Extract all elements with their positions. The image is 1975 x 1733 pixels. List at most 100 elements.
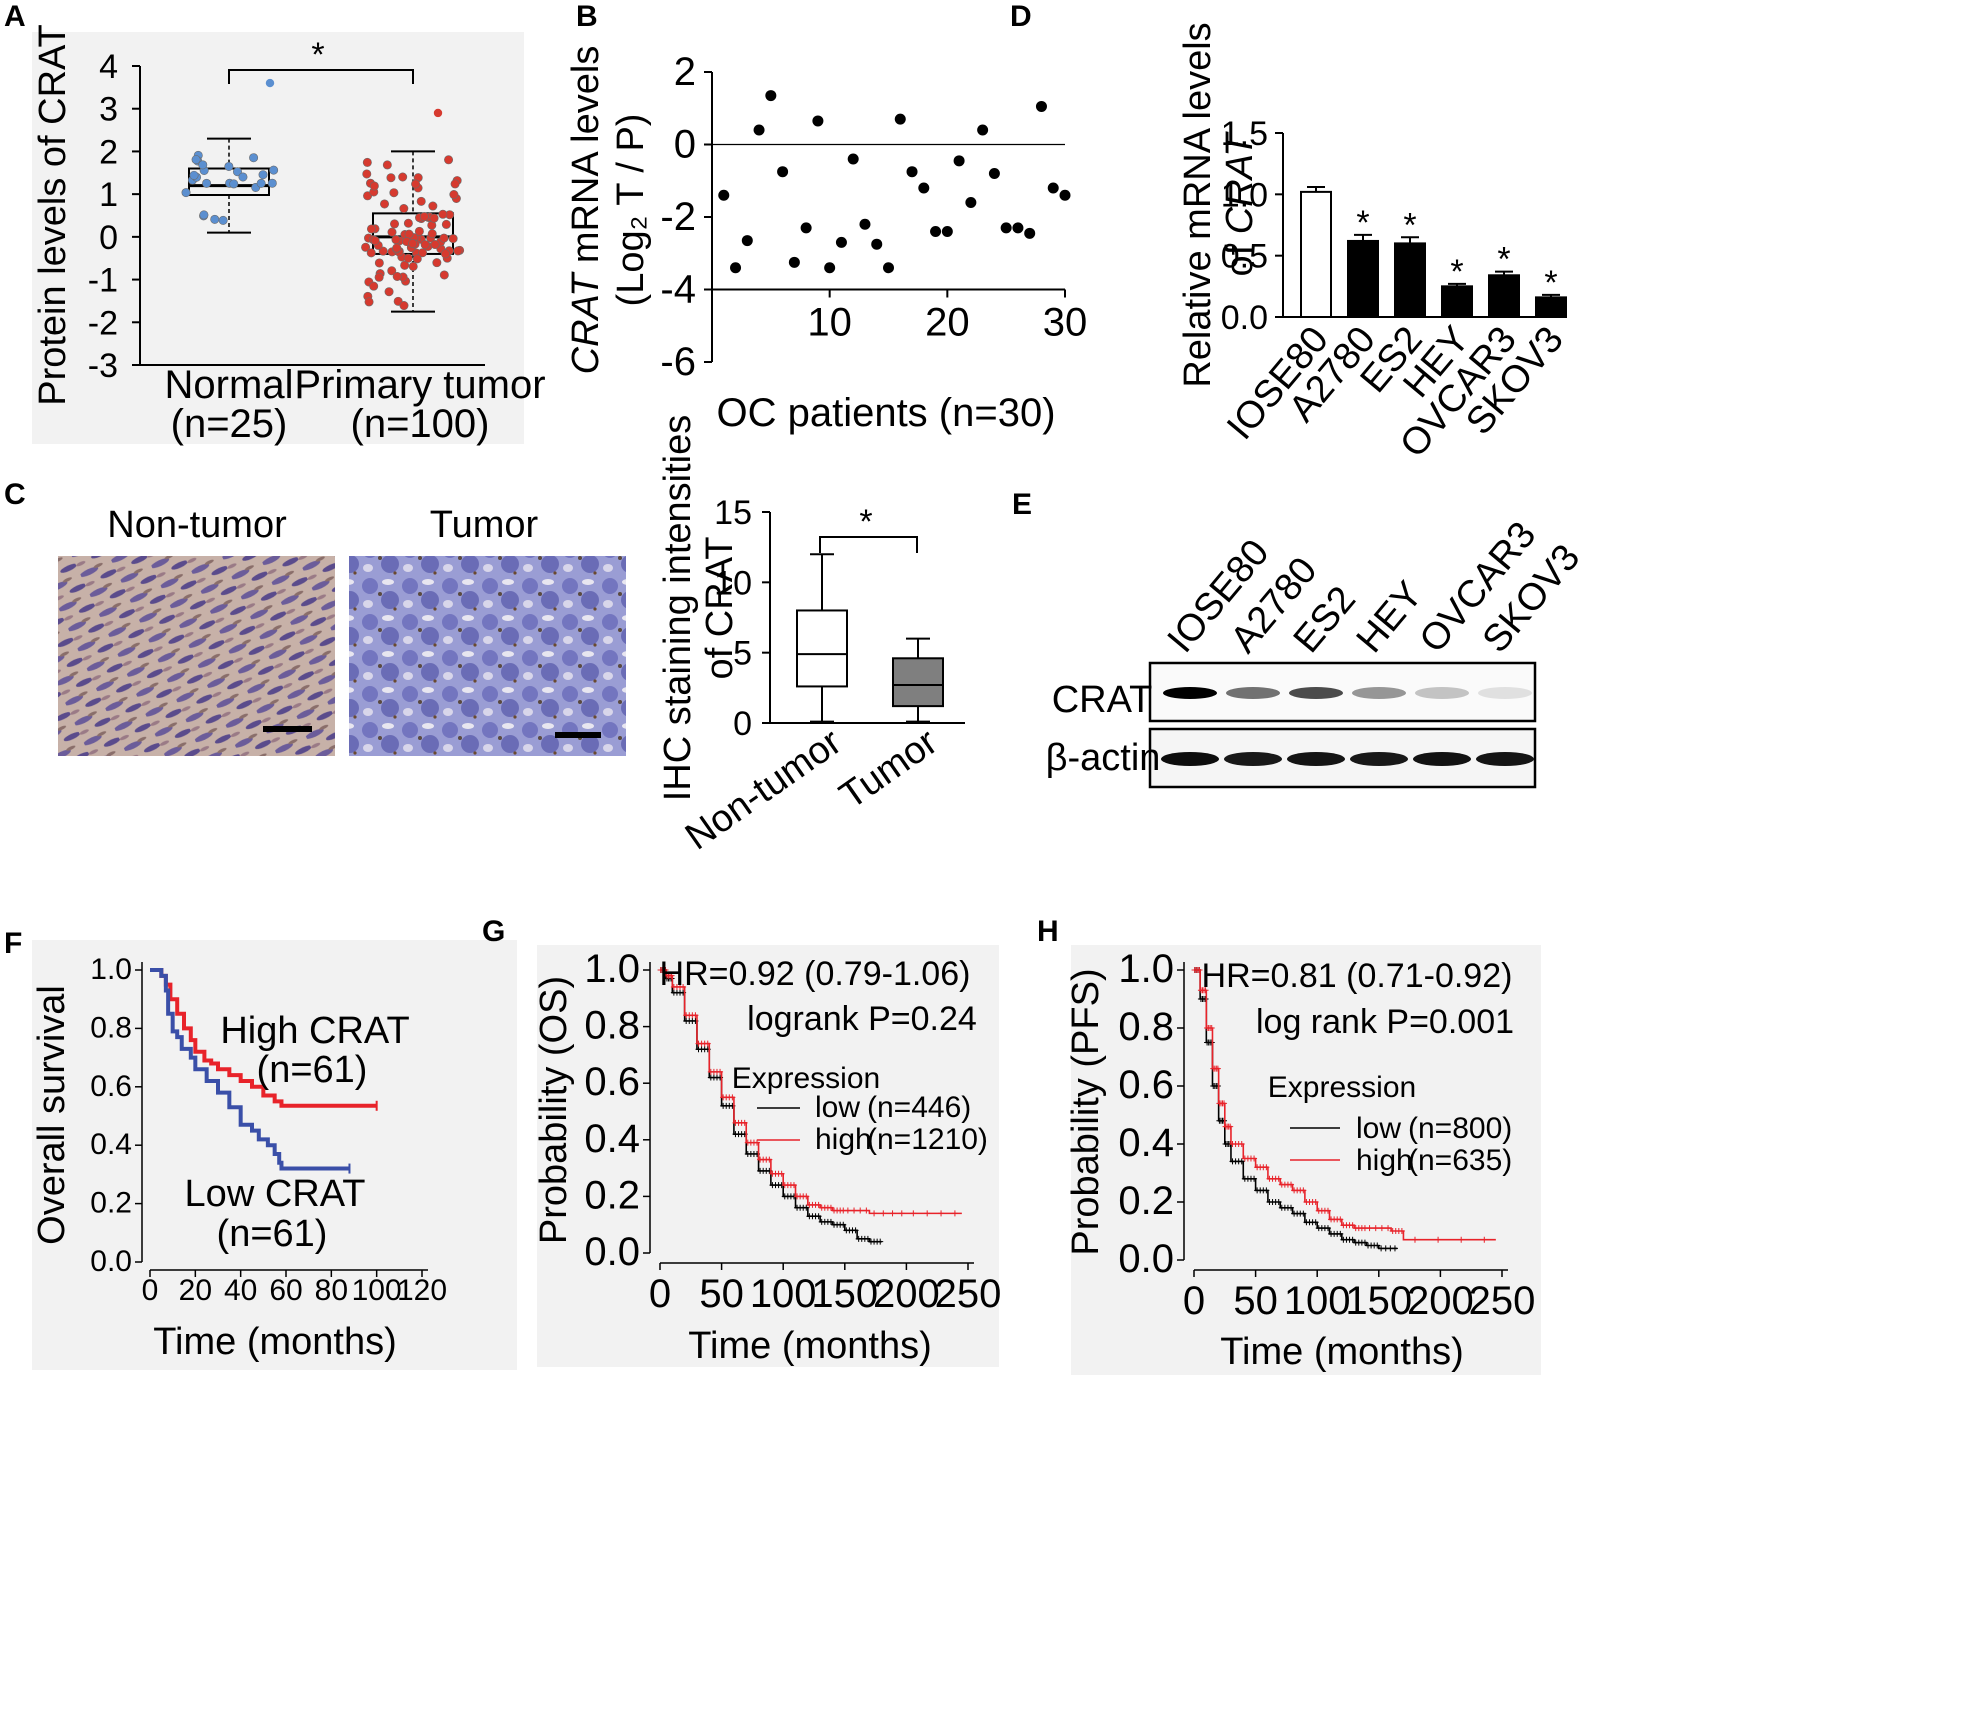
panel-g-ytick-label-0: 1.0 [584, 947, 640, 991]
panel-a-point-1-21 [403, 218, 413, 228]
panel-b-point-11 [847, 153, 859, 165]
panel-a-count-normal: (n=25) [171, 402, 288, 446]
panel-b-point-2 [741, 235, 753, 247]
panel-g-label: G [482, 915, 505, 948]
panel-g-ytick-label-4: 0.2 [584, 1173, 640, 1217]
panel-h-censor-1-1-3 [1196, 967, 1203, 973]
panel-b-point-1 [730, 262, 742, 274]
panel-a-point-1-73 [403, 253, 413, 263]
panel-a-point-1-99 [370, 236, 380, 246]
panel-h-ytick-label-3: 0.4 [1118, 1121, 1174, 1165]
panel-g-censor-1-10-3 [766, 1156, 773, 1163]
panel-g-censor-1-12-3 [790, 1182, 797, 1189]
panel-a-point-1-25 [378, 246, 388, 256]
panel-a-ytick-label-3: 1 [99, 176, 118, 214]
panel-a-point-0-8 [267, 178, 277, 188]
panel-g-censor-1-7-3 [729, 1094, 736, 1101]
panel-h-p: log rank P=0.001 [1256, 1003, 1514, 1041]
panel-g-censor-1-19-1 [924, 1210, 931, 1217]
panel-a-point-1-60 [400, 260, 410, 270]
panel-c-box-0 [796, 609, 848, 688]
panel-a-point-0-7 [269, 165, 279, 175]
panel-a-point-1-95 [408, 239, 418, 249]
panel-a-point-1-35 [453, 246, 463, 256]
panel-a-y-ticks: 4 3 2 1 0 -1 -2 -3 [88, 48, 140, 385]
panel-a-point-1-91 [389, 188, 399, 198]
panel-a-point-1-45 [390, 219, 400, 229]
panel-g-censor-1-6-3 [717, 1068, 724, 1075]
panel-a-ylabel: Protein levels of CRAT [32, 24, 74, 406]
panel-h-legend-low-name: low [1356, 1112, 1401, 1145]
panel-h-censor-1-10-3 [1275, 1175, 1282, 1182]
panel-a-point-0-22 [202, 178, 212, 188]
panel-d-sig-1: * [1356, 204, 1369, 242]
panel-h-legend-title: Expression [1268, 1071, 1416, 1104]
panel-g-censor-0-14-3 [815, 1213, 822, 1220]
panel-g-ytick-label-1: 0.8 [584, 1004, 640, 1048]
panel-h-censor-1-8-3 [1251, 1155, 1258, 1162]
panel-b-point-29 [1059, 189, 1071, 201]
panel-a-point-1-70 [411, 179, 421, 189]
panel-h-censor-0-15-3 [1337, 1230, 1344, 1237]
panel-a-point-1-77 [438, 209, 448, 219]
panel-f-ytick-label-0: 1.0 [90, 953, 132, 986]
panel-b-point-27 [1035, 100, 1047, 112]
panel-a-cat-tumor: Primary tumor [294, 363, 545, 407]
panel-h-censor-0-7-3 [1238, 1158, 1245, 1165]
panel-h-censor-1-18-2 [1378, 1225, 1385, 1232]
panel-g-censor-0-19-3 [877, 1238, 884, 1245]
panel-b-point-20 [953, 155, 965, 167]
panel-a-point-1-89 [362, 157, 372, 167]
panel-c-xtick-label-1: Tumor [832, 721, 945, 818]
panel-a-point-1-19 [399, 204, 409, 214]
panel-a-point-1-36 [398, 172, 408, 182]
panel-b-ytick-label-3: -4 [660, 268, 696, 312]
panel-a-point-1-53 [399, 301, 409, 311]
panel-g-legend-low-n: (n=446) [867, 1091, 971, 1124]
panel-g-censor-0-16-3 [840, 1221, 847, 1228]
panel-a-point-1-74 [369, 281, 379, 291]
panel-h-censor-0-14-3 [1324, 1225, 1331, 1232]
panel-a-point-1-86 [444, 155, 454, 165]
panel-b-ytick-label-4: -6 [660, 340, 696, 384]
panel-d-bar-2 [1394, 242, 1426, 318]
panel-f-xtick-label-5: 100 [352, 1274, 402, 1307]
panel-d-ylabel: Relative mRNA levels [1177, 22, 1219, 387]
panel-g-ytick-label-5: 0.0 [584, 1230, 640, 1274]
panel-a-point-1-90 [366, 224, 376, 234]
panel-g-p: logrank P=0.24 [747, 1000, 977, 1038]
panel-h-ytick-label-5: 0.0 [1118, 1237, 1174, 1281]
panel-a-point-1-23 [386, 173, 396, 183]
panel-g-background [537, 945, 999, 1367]
panel-h-censor-1-12-3 [1300, 1187, 1307, 1194]
panel-h-censor-1-20-3 [1481, 1236, 1488, 1243]
panel-b-point-14 [883, 262, 894, 274]
panel-h-censor-1-18-3 [1385, 1225, 1392, 1232]
panel-b-point-9 [824, 262, 836, 274]
panel-a-point-0-17 [198, 160, 208, 170]
panel-f-xtick-label-6: 120 [397, 1274, 447, 1307]
panel-d-sig-5: * [1544, 264, 1557, 302]
panel-a-point-1-98 [392, 243, 402, 253]
panel-g-censor-1-4-3 [692, 1012, 699, 1019]
panel-h-censor-0-11-3 [1288, 1204, 1295, 1211]
panel-e-actin-band-5 [1476, 752, 1534, 766]
panel-a-point-1-67 [392, 271, 402, 281]
panel-a-point-1-63 [391, 235, 401, 245]
panel-g-legend-low-name: low [815, 1091, 860, 1124]
panel-a-point-0-9 [229, 179, 239, 189]
panel-f-label: F [4, 927, 22, 960]
panel-a-point-0-21 [256, 178, 266, 188]
panel-d-bar-3 [1441, 285, 1473, 319]
panel-g-legend-title: Expression [732, 1062, 880, 1095]
panel-a-point-1-12 [364, 297, 374, 307]
panel-a-point-1-37 [408, 261, 418, 271]
panel-b-point-24 [1000, 222, 1012, 234]
panel-g-hr: HR=0.92 (0.79-1.06) [660, 955, 971, 993]
panel-b-point-7 [800, 222, 812, 234]
panel-a-point-0-2 [232, 167, 242, 177]
panel-a-ytick-label-1: 3 [99, 91, 118, 129]
panel-a-point-1-57 [430, 240, 440, 250]
